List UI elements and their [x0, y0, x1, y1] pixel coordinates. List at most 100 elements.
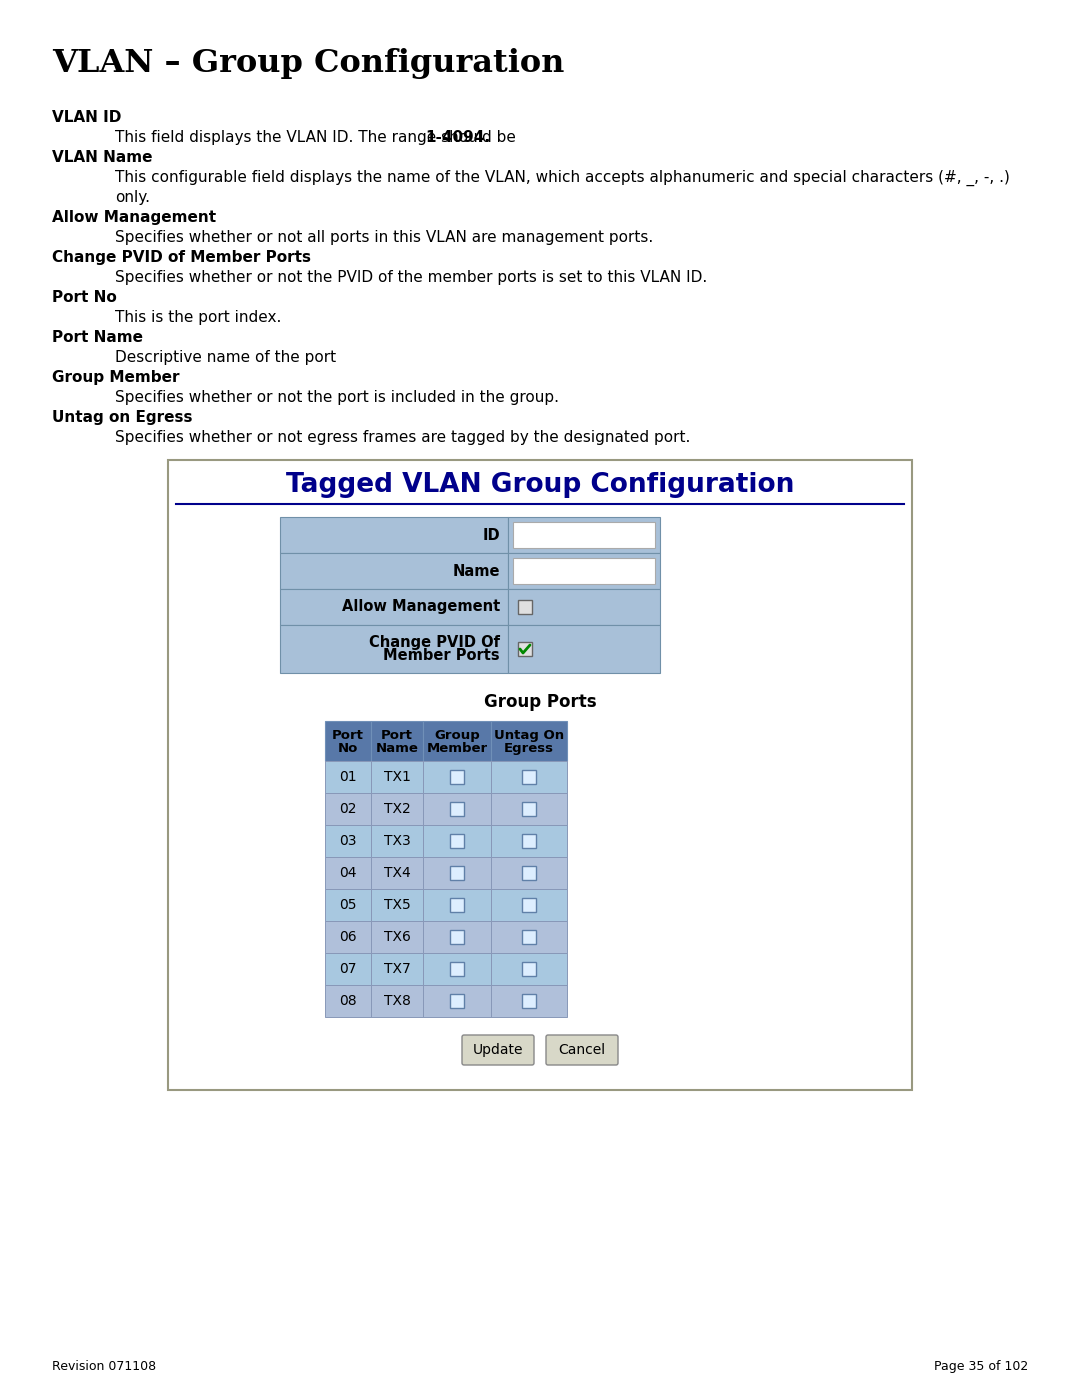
Bar	[491, 856, 567, 888]
Bar	[372, 921, 423, 953]
Text: 01: 01	[339, 770, 356, 784]
Text: VLAN – Group Configuration: VLAN – Group Configuration	[52, 47, 565, 80]
Bar	[372, 856, 423, 888]
Bar	[423, 793, 491, 826]
Text: TX3: TX3	[383, 834, 410, 848]
Bar	[491, 921, 567, 953]
Bar	[423, 856, 491, 888]
Bar	[450, 770, 464, 784]
Text: 02: 02	[339, 802, 356, 816]
Bar	[325, 856, 372, 888]
Text: Change PVID Of: Change PVID Of	[369, 634, 500, 650]
Bar	[450, 995, 464, 1009]
Bar	[491, 793, 567, 826]
Bar	[325, 888, 372, 921]
Bar	[491, 985, 567, 1017]
Bar	[491, 953, 567, 985]
Text: 1-4094.: 1-4094.	[426, 130, 490, 145]
Bar	[518, 599, 532, 615]
Bar	[522, 834, 536, 848]
Bar	[325, 721, 372, 761]
Bar	[522, 866, 536, 880]
Bar	[325, 921, 372, 953]
Bar	[325, 953, 372, 985]
Bar	[372, 721, 423, 761]
Bar	[450, 866, 464, 880]
Bar	[518, 643, 532, 657]
Text: Change PVID of Member Ports: Change PVID of Member Ports	[52, 250, 311, 265]
Bar	[450, 898, 464, 912]
Text: Port No: Port No	[52, 291, 117, 305]
Bar	[423, 953, 491, 985]
Bar	[423, 985, 491, 1017]
Text: Specifies whether or not all ports in this VLAN are management ports.: Specifies whether or not all ports in th…	[114, 231, 653, 244]
Text: TX2: TX2	[383, 802, 410, 816]
Bar	[513, 522, 654, 548]
Text: Descriptive name of the port: Descriptive name of the port	[114, 351, 336, 365]
Bar	[491, 761, 567, 793]
Bar	[508, 590, 660, 624]
Text: only.: only.	[114, 190, 150, 205]
Bar	[508, 624, 660, 673]
Bar	[522, 963, 536, 977]
Bar	[372, 826, 423, 856]
Bar	[508, 553, 660, 590]
Text: Group Member: Group Member	[52, 370, 179, 386]
Bar	[423, 826, 491, 856]
Text: Revision 071108: Revision 071108	[52, 1361, 157, 1373]
Text: Port Name: Port Name	[52, 330, 143, 345]
Text: TX1: TX1	[383, 770, 410, 784]
Bar	[325, 761, 372, 793]
Bar	[372, 953, 423, 985]
Text: Page 35 of 102: Page 35 of 102	[934, 1361, 1028, 1373]
Text: Allow Management: Allow Management	[52, 210, 216, 225]
Bar	[423, 721, 491, 761]
Text: 07: 07	[339, 963, 356, 977]
Text: TX7: TX7	[383, 963, 410, 977]
Text: TX5: TX5	[383, 898, 410, 912]
Text: Port: Port	[332, 729, 364, 742]
Bar	[450, 930, 464, 944]
Text: ID: ID	[483, 528, 500, 542]
Text: 05: 05	[339, 898, 356, 912]
Text: Untag on Egress: Untag on Egress	[52, 409, 192, 425]
Text: 04: 04	[339, 866, 356, 880]
Bar	[280, 553, 508, 590]
Bar	[372, 985, 423, 1017]
Text: Allow Management: Allow Management	[341, 599, 500, 615]
Text: Tagged VLAN Group Configuration: Tagged VLAN Group Configuration	[286, 472, 794, 497]
Bar	[508, 517, 660, 553]
Bar	[325, 985, 372, 1017]
Text: Specifies whether or not the port is included in the group.: Specifies whether or not the port is inc…	[114, 390, 559, 405]
Text: Name: Name	[376, 742, 418, 754]
Bar	[513, 557, 654, 584]
Text: Group: Group	[434, 729, 480, 742]
FancyBboxPatch shape	[462, 1035, 534, 1065]
Text: Specifies whether or not the PVID of the member ports is set to this VLAN ID.: Specifies whether or not the PVID of the…	[114, 270, 707, 285]
Text: Group Ports: Group Ports	[484, 693, 596, 711]
Bar	[450, 963, 464, 977]
Bar	[372, 888, 423, 921]
Bar	[522, 930, 536, 944]
Text: Member Ports: Member Ports	[383, 648, 500, 664]
Bar	[280, 590, 508, 624]
Bar	[372, 761, 423, 793]
Text: VLAN Name: VLAN Name	[52, 149, 152, 165]
Text: Name: Name	[453, 563, 500, 578]
Bar	[491, 888, 567, 921]
Bar	[522, 898, 536, 912]
Text: Untag On: Untag On	[494, 729, 564, 742]
Bar	[280, 624, 508, 673]
Text: TX4: TX4	[383, 866, 410, 880]
Bar	[450, 834, 464, 848]
Bar	[372, 793, 423, 826]
Text: No: No	[338, 742, 359, 754]
Bar	[522, 995, 536, 1009]
Bar	[325, 826, 372, 856]
Text: 03: 03	[339, 834, 356, 848]
Text: Cancel: Cancel	[558, 1044, 606, 1058]
Text: This is the port index.: This is the port index.	[114, 310, 282, 326]
Bar	[522, 802, 536, 816]
Text: Specifies whether or not egress frames are tagged by the designated port.: Specifies whether or not egress frames a…	[114, 430, 690, 446]
Text: Update: Update	[473, 1044, 523, 1058]
